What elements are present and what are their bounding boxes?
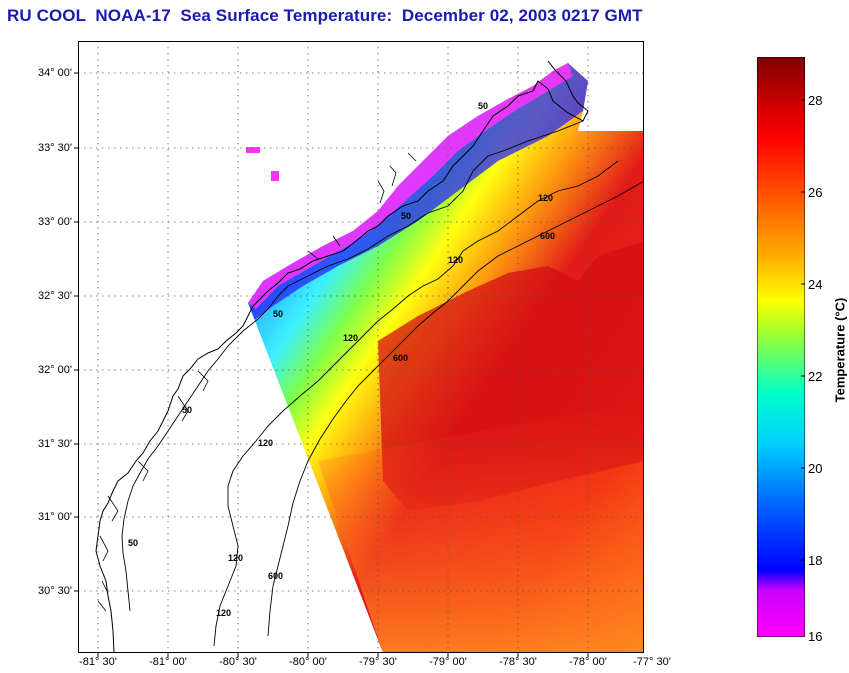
lat-label: 31° 30' <box>37 438 72 450</box>
contour-label: 600 <box>393 353 408 363</box>
lon-label: -80° 30' <box>219 656 257 668</box>
contour-labels: 50 50 50 50 50 120 120 120 120 120 120 6… <box>128 101 555 618</box>
speckle <box>246 147 260 153</box>
graticule <box>78 41 644 653</box>
colorbar-tick: 26 <box>808 185 823 200</box>
coastline <box>95 60 589 653</box>
lat-label: 32° 30' <box>37 290 72 302</box>
map-panel: 50 50 50 50 50 120 120 120 120 120 120 6… <box>78 41 644 653</box>
coastline-islands <box>97 152 417 612</box>
warm-south <box>318 401 644 653</box>
colorbar <box>757 57 805 637</box>
nearshore-cool-band <box>248 63 588 321</box>
colorbar-tick: 28 <box>808 93 823 108</box>
contour-label: 600 <box>268 571 283 581</box>
contour-label: 120 <box>258 438 273 448</box>
colorbar-title: Temperature (°C) <box>832 297 848 403</box>
contour-label: 50 <box>401 211 411 221</box>
contour-label: 120 <box>343 333 358 343</box>
contour-label: 50 <box>182 405 192 415</box>
contour-label: 600 <box>540 231 555 241</box>
colorbar-tick: 24 <box>808 277 823 292</box>
contour-label: 50 <box>478 101 488 111</box>
lon-label: -79° 30' <box>359 656 397 668</box>
contour-label: 50 <box>273 309 283 319</box>
colorbar-tick: 18 <box>808 553 823 568</box>
coastal-magenta-band <box>248 63 573 309</box>
isobaths <box>121 120 644 647</box>
lat-label: 33° 00' <box>37 216 72 228</box>
colorbar-tick: 16 <box>808 629 823 644</box>
lon-label: -79° 00' <box>429 656 467 668</box>
lon-label: -77° 30' <box>633 656 671 668</box>
lon-label: -78° 00' <box>569 656 607 668</box>
colorbar-tick: 20 <box>808 461 823 476</box>
lat-label: 31° 00' <box>37 511 72 523</box>
map-frame <box>78 41 644 653</box>
sst-map-canvas: 50 50 50 50 50 120 120 120 120 120 120 6… <box>78 41 644 653</box>
contour-label: 120 <box>538 193 553 203</box>
lat-label: 30° 30' <box>37 585 72 597</box>
colorbar-tick: 22 <box>808 369 823 384</box>
lon-label: -81° 00' <box>149 656 187 668</box>
lat-label: 33° 30' <box>37 142 72 154</box>
page-title: RU COOL NOAA-17 Sea Surface Temperature:… <box>7 6 643 25</box>
contour-label: 120 <box>448 255 463 265</box>
speckle <box>271 171 279 181</box>
colorbar-gradient <box>757 57 805 637</box>
lat-label: 32° 00' <box>37 364 72 376</box>
contour-label: 120 <box>228 553 243 563</box>
contour-label: 50 <box>128 538 138 548</box>
lon-label: -80° 00' <box>289 656 327 668</box>
lon-label: -78° 30' <box>499 656 537 668</box>
lat-label: 34° 00' <box>37 67 72 79</box>
contour-label: 120 <box>216 608 231 618</box>
lon-label: -81° 30' <box>79 656 117 668</box>
